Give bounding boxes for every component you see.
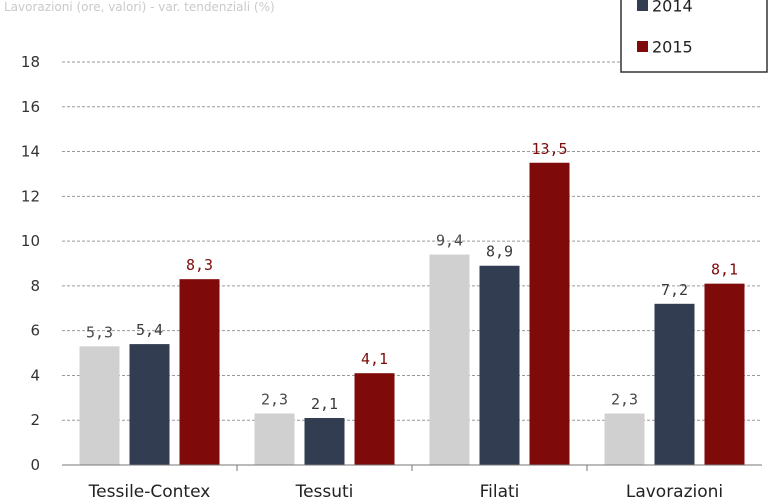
bar (479, 265, 520, 465)
y-tick-label: 18 (21, 53, 40, 71)
data-label: 2,3 (261, 391, 288, 409)
data-label: 13,5 (531, 140, 567, 158)
y-axis: 0 2 4 6 8 10 12 14 16 18 (21, 53, 40, 474)
legend-label: 2015 (652, 38, 693, 57)
x-tick-label: Filati (480, 482, 520, 501)
bar (179, 279, 220, 465)
data-label: 9,4 (436, 232, 463, 250)
y-tick-label: 2 (30, 411, 40, 429)
legend-box (620, 0, 768, 73)
data-label: 8,3 (186, 256, 213, 274)
legend-swatch (637, 41, 648, 52)
y-tick-label: 0 (30, 456, 40, 474)
x-tick-label: Lavorazioni (626, 482, 723, 501)
gridlines (62, 61, 762, 421)
y-tick-label: 12 (21, 187, 40, 205)
bars (79, 162, 745, 465)
data-label: 8,9 (486, 243, 513, 261)
y-tick-label: 4 (30, 366, 40, 384)
data-label: 2,3 (611, 391, 638, 409)
bar (129, 344, 170, 465)
y-tick-label: 6 (30, 322, 40, 340)
data-label: 7,2 (661, 281, 688, 299)
data-label: 2,1 (311, 395, 338, 413)
bar (529, 162, 570, 465)
x-axis: Tessile-Contex Tessuti Filati Lavorazioni (62, 464, 762, 501)
bar (704, 283, 745, 465)
x-tick-label: Tessuti (295, 482, 354, 501)
y-tick-label: 14 (21, 143, 40, 161)
bar (254, 413, 295, 465)
y-tick-label: 8 (30, 277, 40, 295)
y-tick-label: 16 (21, 98, 40, 116)
legend-label: 2014 (652, 0, 693, 16)
chart-subtitle: Lavorazioni (ore, valori) - var. tendenz… (4, 0, 275, 14)
bar (604, 413, 645, 465)
data-label: 4,1 (361, 350, 388, 368)
data-labels: 5,3 5,4 8,3 2,3 2,1 4,1 9,4 8,9 13,5 2,3 7,2 8,1 (86, 140, 738, 413)
bar (429, 254, 470, 465)
x-tick-label: Tessile-Contex (88, 482, 211, 501)
bar (654, 303, 695, 465)
legend-swatch (637, 0, 648, 11)
data-label: 5,4 (136, 321, 163, 339)
legend: 2014 2015 (620, 0, 768, 73)
data-label: 5,3 (86, 323, 113, 341)
bar (79, 346, 120, 465)
bar (354, 373, 395, 465)
y-tick-label: 10 (21, 232, 40, 250)
bar (304, 417, 345, 465)
data-label: 8,1 (711, 261, 738, 279)
